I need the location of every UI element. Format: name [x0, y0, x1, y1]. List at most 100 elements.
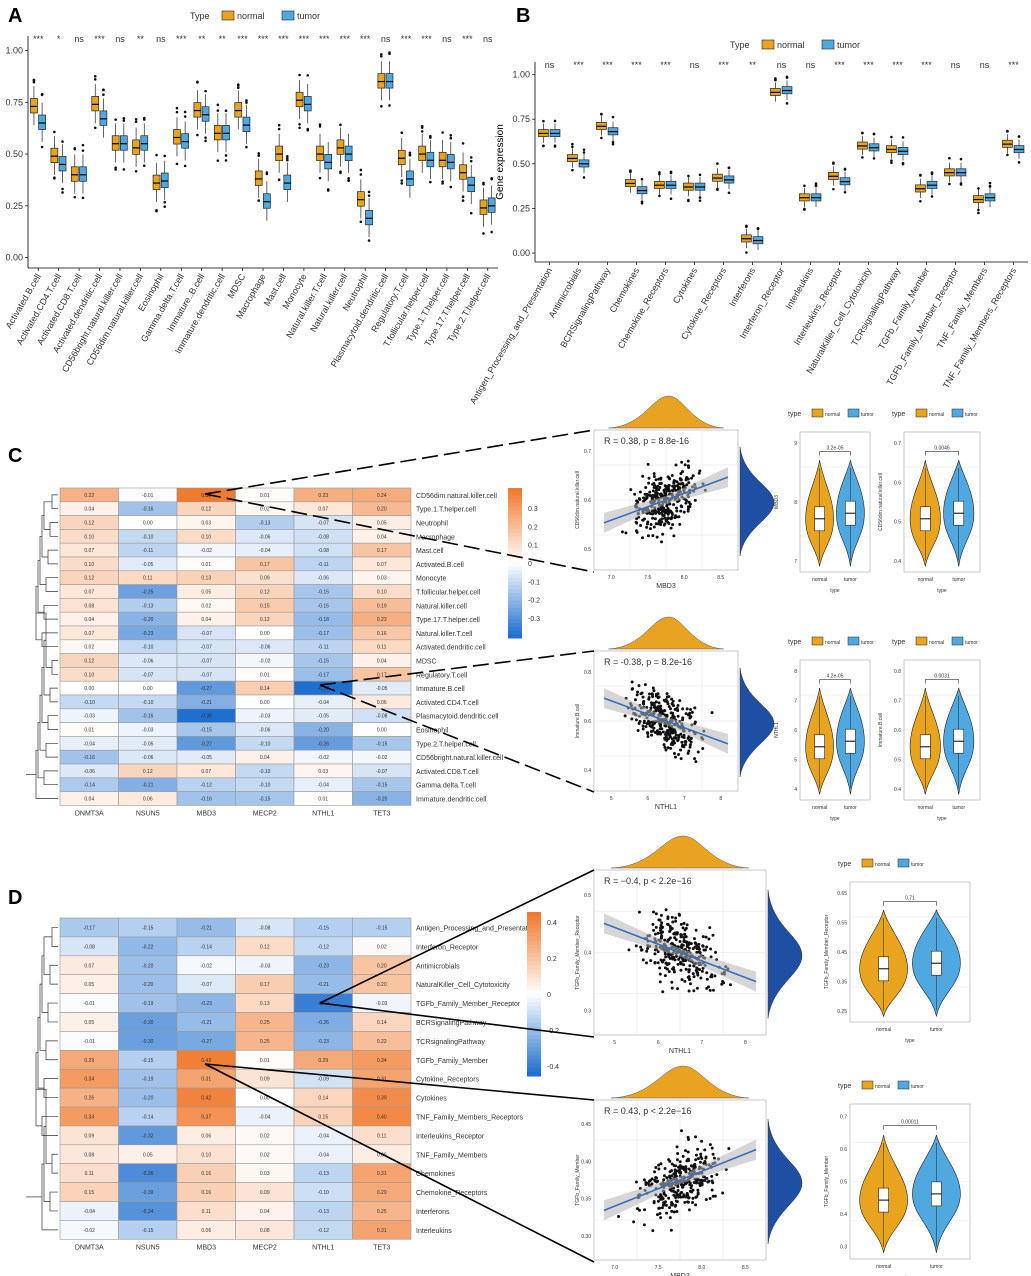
scatter-point [657, 709, 661, 713]
dendrogram-branch [51, 1153, 58, 1174]
scatter-point [694, 1195, 698, 1199]
heatmap-value: 0.02 [377, 944, 387, 950]
box-tumor [324, 154, 333, 170]
x-axis-label: MBD3 [656, 583, 676, 590]
scatter-point [660, 921, 664, 925]
box-tumor [303, 96, 312, 112]
dendrogram-branch [47, 1002, 58, 1023]
significance-label: ns [483, 34, 493, 44]
scatter-point [642, 702, 646, 706]
box-outlier [277, 123, 281, 127]
legend-label-normal: normal [875, 862, 890, 868]
legend-gradient-step [527, 985, 541, 991]
scatter-point [671, 731, 675, 735]
heatmap-value: -0.04 [259, 548, 271, 554]
heatmap-value: 0.14 [260, 686, 270, 692]
box-outlier [571, 168, 574, 172]
scatter-point [685, 707, 689, 711]
fit-line [603, 476, 729, 524]
box-outlier [73, 147, 77, 150]
heatmap-value: -0.15 [318, 659, 330, 665]
scatter-point [663, 709, 667, 713]
scatter-point [670, 980, 674, 984]
legend-swatch-normal [761, 39, 775, 50]
legend-label-normal: normal [825, 640, 840, 646]
heatmap-value: -0.10 [259, 769, 271, 775]
box-tumor [38, 114, 46, 130]
scatter-point [682, 736, 686, 740]
panel-D-heatmap: D -0.17 -0.15 -0.21 -0.08 -0.15 -0.15 Antigen_P… [8, 887, 559, 1251]
scatter-point [701, 746, 705, 750]
heatmap-row-label: Antigen_Processing_and_Presentation [416, 925, 537, 932]
scatter-point [666, 512, 670, 516]
scatter-point [652, 481, 656, 485]
dendrogram-branch [51, 494, 58, 510]
scatter-point [712, 1156, 716, 1160]
legend-gradient-step [527, 916, 541, 921]
dendrogram-branch [41, 955, 48, 1013]
heatmap-value: 0.04 [377, 534, 387, 540]
box-normal [459, 164, 467, 180]
box-normal [316, 145, 324, 161]
scatter-point [684, 1165, 688, 1169]
scatter-point [671, 711, 675, 715]
scatter-point [651, 489, 655, 493]
heatmap-value: -0.04 [84, 1209, 96, 1215]
scatter-point [654, 925, 658, 929]
box-outlier [196, 133, 199, 137]
scatter-point [657, 488, 661, 492]
scatter-point [679, 968, 683, 972]
scatter-point [681, 707, 685, 711]
heatmap-value: -0.06 [142, 659, 154, 665]
box-outlier [745, 224, 748, 228]
heatmap-value: 0.23 [377, 617, 387, 623]
scatter-point [687, 946, 691, 950]
scatter-point [681, 482, 685, 486]
scatter-point [644, 485, 648, 489]
legend-label-tumor: tumor [911, 862, 924, 868]
scatter-point [710, 975, 714, 979]
y-tick-label: 0.75 [5, 97, 23, 107]
scatter-point [667, 704, 671, 708]
box-outlier [257, 152, 261, 155]
scatter-point [686, 505, 690, 509]
x-tick-label: Interleukins [784, 266, 816, 311]
heatmap-value: 0.11 [85, 1171, 95, 1177]
legend-gradient-step [527, 1035, 541, 1040]
scatter-point [684, 501, 688, 505]
heatmap-row-label: TGFb_Family_Member_Receptor [416, 1001, 521, 1008]
box-outlier [163, 205, 167, 208]
scatter-point [720, 982, 724, 986]
legend-label-tumor: tumor [861, 640, 874, 646]
y-tick-label: 0.55 [837, 921, 847, 927]
scatter-point [674, 1196, 678, 1200]
box-outlier [977, 208, 980, 212]
box-normal [479, 199, 488, 215]
heatmap-value: -0.23 [318, 1039, 330, 1045]
dendrogram-branch [49, 1191, 58, 1212]
heatmap-value: 0.12 [143, 769, 153, 775]
scatter-point [696, 1147, 700, 1151]
box-outlier [306, 74, 310, 77]
scatter-point [649, 706, 653, 710]
scatter-point [686, 1150, 690, 1154]
heatmap-value: -0.04 [318, 1133, 330, 1139]
scatter-point [667, 937, 671, 941]
heatmap-value: -0.06 [259, 645, 271, 651]
scatter-point [677, 957, 681, 961]
box-outlier [977, 211, 980, 215]
legend-title: type [892, 639, 905, 646]
significance-label: *** [660, 60, 671, 70]
box-outlier [582, 176, 586, 179]
box-outlier [236, 86, 240, 90]
x-tick-label: 8 [719, 796, 722, 802]
scatter-point [695, 950, 699, 954]
heatmap-row-label: Type.1.T.helper.cell [416, 507, 476, 514]
scatter-point [650, 1177, 654, 1181]
scatter-point [673, 484, 677, 488]
scatter-point [646, 1181, 650, 1185]
heatmap-col-label: NSUN5 [136, 1244, 160, 1251]
heatmap-row-label: Gamma.delta.T.cell [416, 783, 476, 790]
box-outlier [420, 130, 424, 133]
scatter-point [676, 1185, 680, 1189]
